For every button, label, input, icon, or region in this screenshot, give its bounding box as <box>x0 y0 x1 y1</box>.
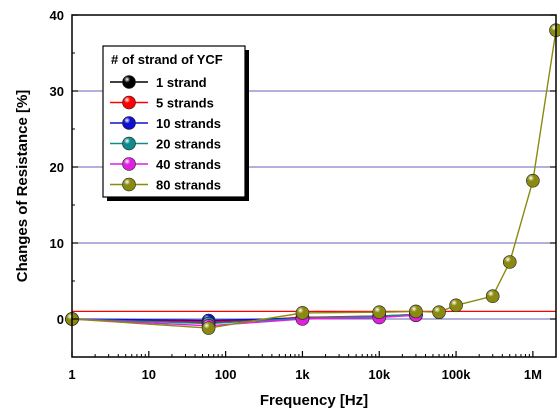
data-point <box>295 306 310 320</box>
legend-box <box>102 45 246 198</box>
legend-swatch-marker <box>122 116 136 130</box>
y-tick-label: 30 <box>50 84 64 99</box>
x-tick-label: 1k <box>295 367 310 382</box>
legend-swatch-marker <box>122 75 136 89</box>
legend-label: 10 strands <box>156 116 221 131</box>
legend-swatch-marker <box>122 136 136 151</box>
data-point <box>409 304 423 319</box>
data-point <box>526 173 540 188</box>
legend-title: # of strand of YCF <box>111 52 223 67</box>
data-point <box>549 23 560 37</box>
x-tick-label: 10 <box>142 367 156 382</box>
legend-label: 5 strands <box>156 96 214 111</box>
legend: # of strand of YCF 1 strand 5 strands 10 s… <box>102 45 249 201</box>
y-tick-label: 10 <box>50 236 64 251</box>
data-point <box>201 321 216 335</box>
plot-frame <box>71 14 557 358</box>
x-tick-label: 10k <box>368 367 390 382</box>
data-point <box>485 289 500 304</box>
y-axis-ticks: 0 10 20 30 40 <box>50 8 556 358</box>
x-axis-ticks: 1 10 100 1k 10k 100k 1M <box>68 351 557 382</box>
legend-label: 40 strands <box>156 157 221 172</box>
y-tick-label: 40 <box>50 8 64 23</box>
legend-swatch-marker <box>122 177 136 192</box>
legend-items: 1 strand 5 strands 10 strands 20 strands 40 … <box>110 75 221 193</box>
x-tick-label: 1 <box>68 367 75 382</box>
legend-swatch-marker <box>122 157 136 171</box>
data-point <box>449 298 463 313</box>
y-axis-label: Changes of Resistance [%] <box>14 90 31 283</box>
legend-swatch-marker <box>122 95 136 110</box>
x-tick-label: 100k <box>442 367 472 382</box>
data-point <box>502 255 517 269</box>
legend-label: 20 strands <box>156 137 221 152</box>
legend-label: 80 strands <box>156 178 221 193</box>
data-point <box>372 305 387 319</box>
y-tick-label: 0 <box>57 312 64 327</box>
x-tick-label: 1M <box>524 367 542 382</box>
data-point <box>432 305 446 319</box>
legend-label: 1 strand <box>156 75 207 90</box>
x-axis-label: Frequency [Hz] <box>260 392 368 409</box>
y-tick-label: 20 <box>50 160 64 175</box>
x-tick-label: 100 <box>215 367 237 382</box>
